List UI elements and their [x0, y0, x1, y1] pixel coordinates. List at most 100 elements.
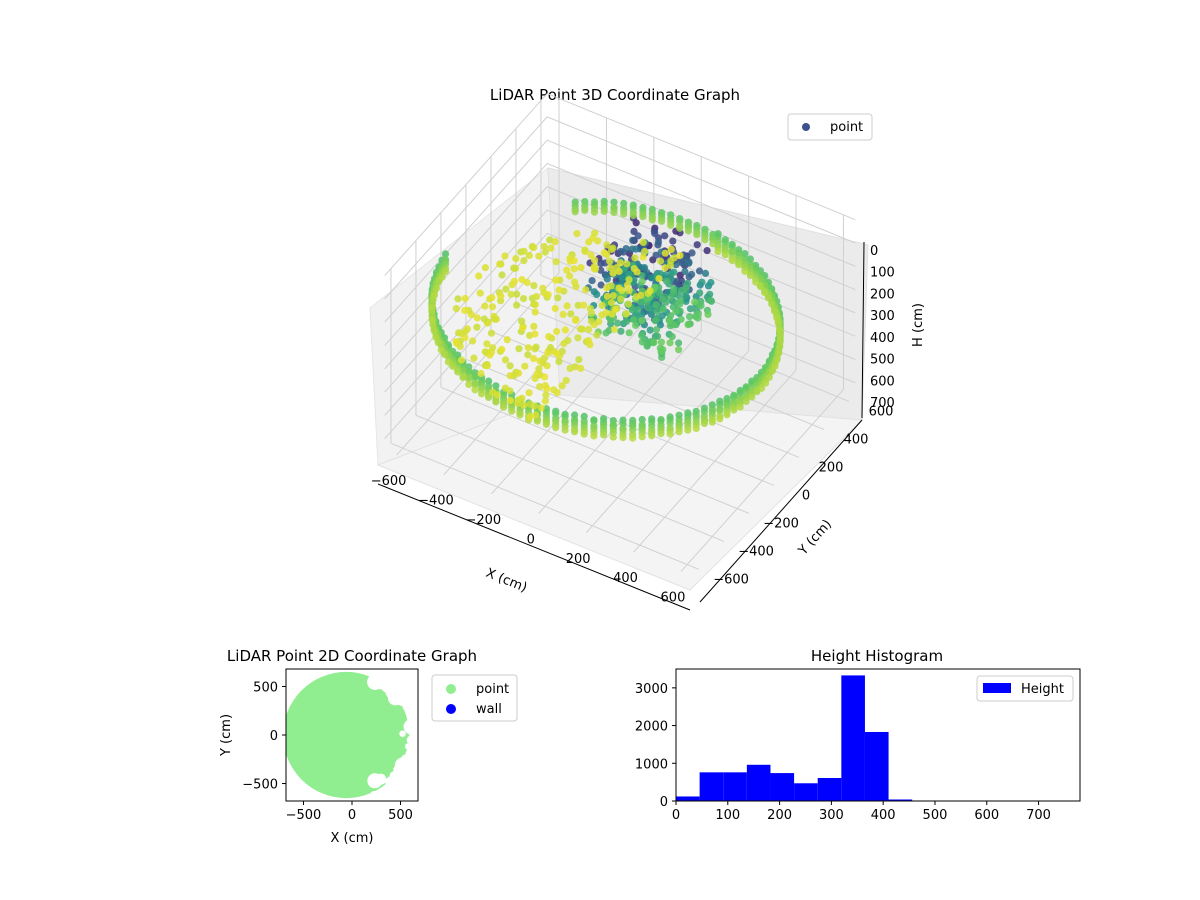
point-3d [542, 391, 550, 399]
point-3d [646, 287, 654, 295]
gap-2d [399, 730, 406, 737]
point-3d [471, 381, 479, 389]
point-3d [428, 303, 436, 311]
x-tick-label-hist: 0 [672, 808, 680, 823]
point-3d [735, 261, 743, 269]
point-3d [490, 312, 498, 320]
z-tick-label-3d: 200 [870, 287, 895, 302]
point-3d [638, 338, 646, 346]
point-3d [623, 260, 631, 268]
point-3d [530, 355, 538, 363]
point-3d [454, 368, 462, 376]
legend-3d: point [787, 113, 873, 141]
point-3d [531, 308, 539, 316]
point-3d [608, 299, 616, 307]
point-3d [640, 264, 649, 272]
point-3d [524, 351, 532, 359]
point-3d [648, 432, 656, 440]
point-3d [555, 286, 563, 294]
point-3d [564, 336, 572, 345]
gap-2d [370, 791, 378, 799]
point-3d [573, 230, 581, 238]
point-3d [546, 236, 554, 244]
point-3d [577, 264, 585, 272]
point-3d [703, 247, 711, 255]
point-3d [684, 321, 692, 329]
point-3d [774, 319, 782, 327]
point-3d [593, 290, 601, 298]
point-3d [693, 231, 701, 239]
point-3d [661, 232, 669, 240]
point-3d [641, 247, 649, 256]
point-3d [488, 303, 497, 311]
y-axis-label-3d: Y (cm) [795, 517, 835, 559]
point-3d [761, 289, 769, 297]
point-3d [666, 430, 674, 438]
point-3d [452, 338, 460, 346]
gap-2d [406, 735, 417, 746]
point-3d [624, 300, 633, 308]
point-3d [515, 345, 523, 353]
point-3d [685, 259, 693, 267]
point-3d [532, 293, 541, 301]
point-3d [586, 305, 595, 313]
point-3d [503, 336, 511, 344]
point-3d [526, 413, 534, 421]
point-3d [428, 315, 436, 323]
point-3d [634, 306, 642, 314]
point-3d [646, 326, 654, 334]
point-3d [617, 295, 625, 303]
gap-2d [389, 771, 400, 782]
grid-line [490, 330, 800, 458]
point-3d [632, 245, 640, 253]
chart-3d-title: LiDAR Point 3D Coordinate Graph [490, 86, 740, 104]
point-3d [670, 254, 679, 262]
point-3d [595, 318, 603, 326]
point-3d [480, 315, 488, 323]
point-3d [582, 286, 590, 294]
x-tick-label-2d: −500 [286, 808, 322, 823]
gap-2d [380, 677, 397, 694]
point-3d [757, 384, 766, 392]
point-3d [637, 291, 645, 299]
point-3d [675, 339, 683, 347]
point-3d [530, 322, 538, 330]
point-3d [562, 376, 570, 384]
point-3d [512, 255, 520, 263]
point-3d [657, 338, 666, 346]
point-3d [620, 210, 628, 218]
point-3d [656, 257, 665, 265]
point-3d [652, 301, 661, 309]
point-3d [648, 216, 656, 224]
point-3d [676, 300, 684, 308]
point-3d [666, 339, 674, 347]
point-3d [473, 323, 481, 331]
point-3d [742, 397, 750, 405]
points-2d [286, 671, 418, 799]
point-3d [563, 266, 571, 274]
z-tick-label-3d: 100 [870, 266, 895, 281]
point-3d [776, 343, 784, 351]
point-3d [561, 326, 570, 334]
point-3d [461, 294, 469, 303]
point-3d [498, 345, 506, 354]
point-3d [506, 372, 514, 380]
point-3d [619, 434, 627, 442]
histogram-bars [676, 675, 1078, 801]
point-3d [707, 278, 715, 287]
point-3d [653, 307, 661, 316]
grid-line [440, 386, 750, 514]
point-3d [563, 302, 571, 310]
point-3d [704, 310, 712, 318]
x-tick-label-hist: 100 [715, 808, 740, 823]
point-3d [615, 284, 623, 292]
point-3d [531, 330, 539, 338]
point-3d [625, 287, 633, 295]
point-2d-disk [286, 671, 410, 799]
x-tick-label-2d: 0 [348, 808, 356, 823]
x-axis-label-2d: X (cm) [331, 831, 374, 846]
point-3d [770, 307, 779, 315]
point-3d [590, 265, 598, 273]
point-3d [672, 308, 680, 316]
point-3d [634, 232, 642, 240]
